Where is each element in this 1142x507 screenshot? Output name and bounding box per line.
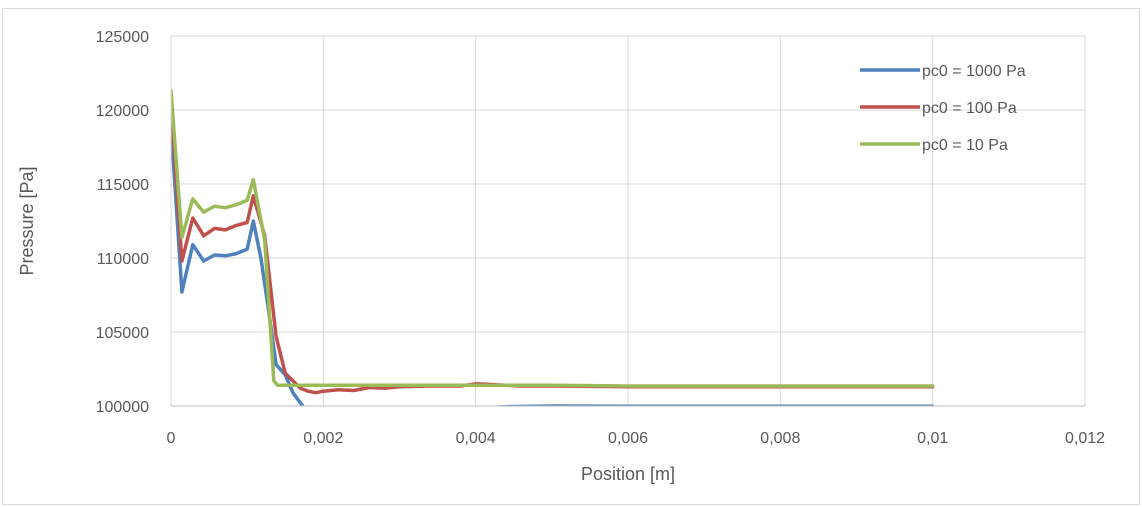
x-tick-label: 0,002 <box>303 430 343 447</box>
y-tick-label: 115000 <box>97 177 149 194</box>
x-tick-label: 0,004 <box>456 430 496 447</box>
series-line-3 <box>171 89 935 388</box>
grid <box>171 35 1086 406</box>
legend-label-1: pc0 = 1000 Pa <box>922 63 1026 80</box>
tick-labels: 100000 105000 110000 115000 120000 125000 0 0,0… <box>96 29 1106 447</box>
axes <box>170 36 1085 407</box>
x-tick-label: 0,008 <box>760 430 800 447</box>
y-tick-label: 125000 <box>96 29 149 46</box>
y-tick-label: 100000 <box>96 399 149 416</box>
series-layer <box>171 89 935 406</box>
legend-label-2: pc0 = 100 Pa <box>922 100 1017 117</box>
y-tick-label: 120000 <box>96 103 149 120</box>
y-tick-label: 110000 <box>97 251 149 268</box>
x-tick-label: 0,012 <box>1065 430 1105 447</box>
legend-label-3: pc0 = 10 Pa <box>922 137 1008 154</box>
legend: pc0 = 1000 Pa pc0 = 100 Pa pc0 = 10 Pa <box>860 63 1026 154</box>
y-axis-title: Pressure [Pa] <box>17 166 37 275</box>
y-tick-label: 105000 <box>96 325 149 342</box>
x-tick-label: 0 <box>167 430 176 447</box>
series-line-2 <box>171 100 935 395</box>
x-axis-title: Position [m] <box>581 464 675 484</box>
x-tick-label: 0,006 <box>608 430 648 447</box>
x-tick-label: 0,01 <box>917 430 948 447</box>
